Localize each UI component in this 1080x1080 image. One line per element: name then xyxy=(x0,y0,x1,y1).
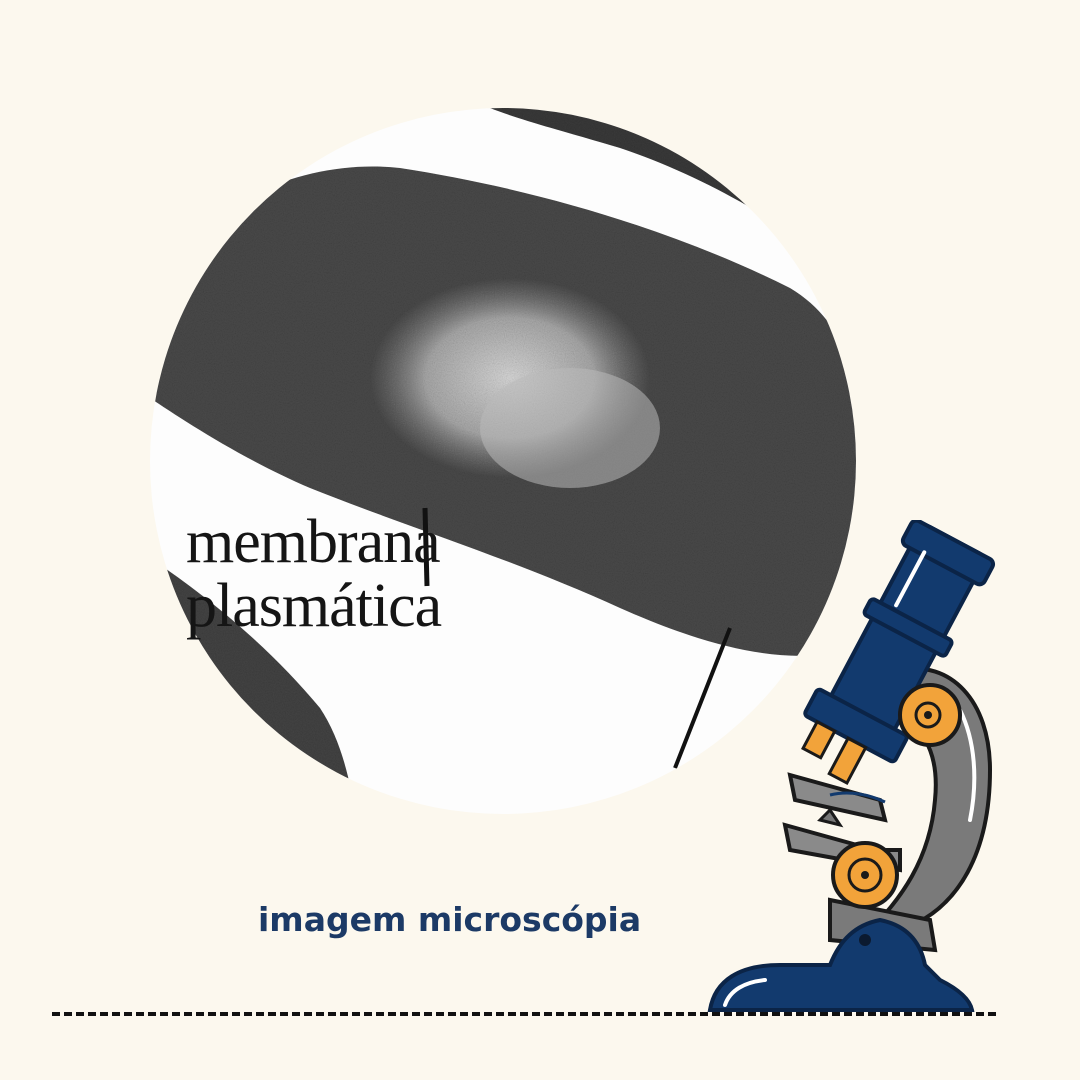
membrane-label: membrana plasmática xyxy=(186,510,486,638)
caption-text: imagem microscópia xyxy=(258,900,642,939)
microscope-icon xyxy=(700,520,1010,1020)
membrane-label-line1: membrana xyxy=(186,508,441,576)
micrograph-svg xyxy=(150,108,856,814)
membrane-label-line2: plasmática xyxy=(186,572,442,640)
micrograph-image xyxy=(150,108,856,814)
dashed-divider xyxy=(52,1012,996,1016)
